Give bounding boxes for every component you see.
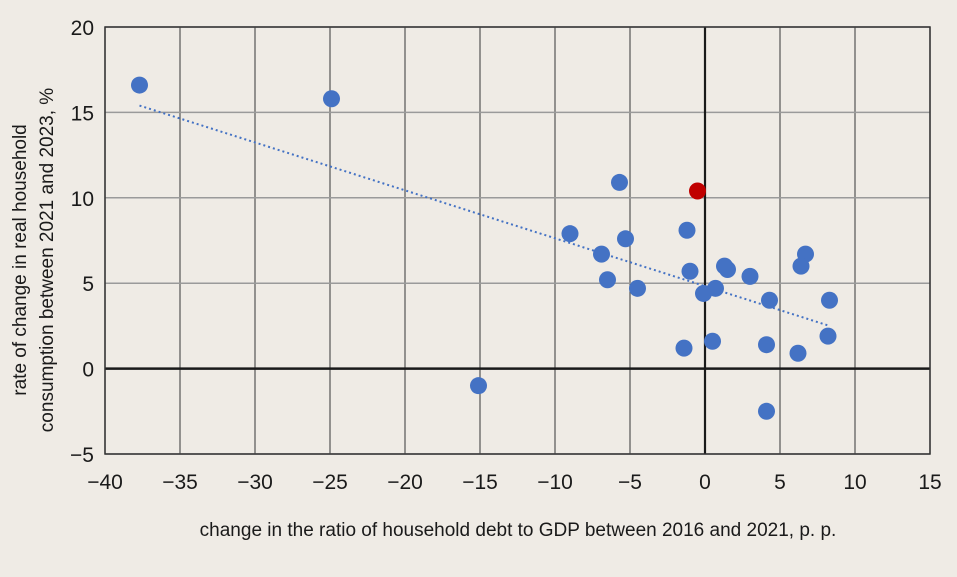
y-tick-label: 10: [71, 188, 94, 211]
data-point: [792, 257, 810, 275]
y-tick-label: 0: [82, 359, 94, 382]
highlighted-point: [689, 182, 706, 200]
data-point: [819, 327, 837, 345]
data-point: [741, 267, 759, 285]
x-tick-label: −5: [618, 471, 642, 494]
x-tick-label: −10: [537, 471, 573, 494]
x-tick-label: 0: [699, 471, 711, 494]
plot-frame: [104, 26, 931, 455]
data-point: [470, 377, 487, 395]
y-tick-labels: −5 0 5 10 15 20: [70, 17, 94, 467]
data-point: [761, 291, 778, 309]
x-tick-label: −30: [237, 471, 273, 494]
x-axis-title: change in the ratio of household debt to…: [200, 520, 837, 541]
data-point: [629, 279, 646, 297]
grid: [104, 26, 931, 455]
data-point: [719, 261, 736, 279]
data-point: [758, 336, 775, 354]
data-point: [323, 90, 340, 108]
x-tick-label: −25: [312, 471, 348, 494]
data-point: [707, 279, 724, 297]
data-point: [593, 245, 610, 263]
data-point: [681, 262, 699, 280]
data-point: [758, 402, 775, 420]
x-tick-label: 5: [774, 471, 786, 494]
x-tick-label: −20: [387, 471, 423, 494]
y-tick-label: 15: [71, 102, 94, 125]
data-point: [131, 76, 148, 94]
y-axis-title-line-2: consumption between 2021 and 2023, %: [37, 88, 58, 432]
trend-line: [139, 104, 830, 327]
x-tick-label: −15: [462, 471, 498, 494]
data-point: [561, 225, 579, 243]
data-point: [599, 271, 616, 289]
data-point: [821, 291, 838, 309]
data-point: [678, 221, 696, 239]
zero-axes: [105, 27, 930, 454]
x-tick-label: 15: [918, 471, 941, 494]
x-tick-label: −35: [162, 471, 198, 494]
x-tick-label: 10: [843, 471, 866, 494]
y-tick-label: 20: [71, 17, 94, 40]
data-points: [131, 76, 838, 420]
data-point: [789, 344, 807, 362]
y-axis-title-line-1: rate of change in real household: [10, 124, 31, 395]
data-point: [611, 173, 628, 191]
x-tick-labels: −40 −35 −30 −25 −20 −15 −10 −5 0 5 10 15: [87, 471, 941, 494]
data-point: [617, 230, 634, 248]
data-point: [704, 332, 721, 350]
x-tick-label: −40: [87, 471, 123, 494]
data-point: [675, 339, 693, 357]
y-tick-label: 5: [82, 273, 94, 296]
y-tick-label: −5: [70, 444, 94, 467]
